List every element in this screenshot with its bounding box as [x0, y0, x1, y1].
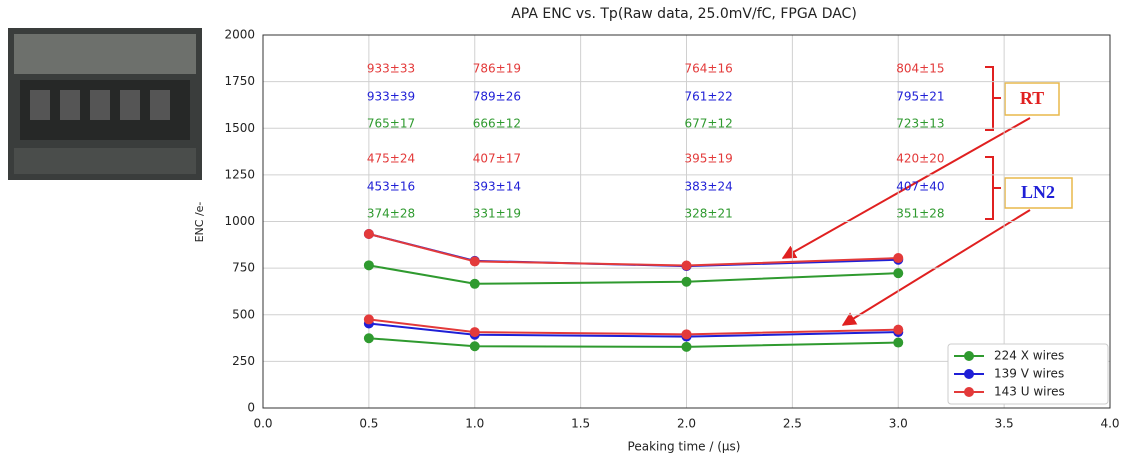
data-point: [681, 341, 692, 352]
data-label: 786±19: [473, 62, 521, 76]
legend-marker: [964, 351, 974, 361]
x-tick-label: 1.0: [465, 417, 484, 431]
data-label: 374±28: [367, 207, 415, 221]
x-tick-label: 4.0: [1100, 417, 1119, 431]
series-line: [368, 318, 899, 336]
data-label: 331±19: [473, 207, 521, 221]
y-tick-label: 1750: [224, 74, 255, 88]
x-tick-label: 0.5: [359, 417, 378, 431]
data-label: 328±21: [685, 207, 733, 221]
data-point: [469, 341, 480, 352]
y-tick-label: 0: [247, 401, 255, 415]
y-tick-label: 1250: [224, 167, 255, 181]
data-point: [893, 253, 904, 264]
annotations: RT LN2: [781, 66, 1073, 326]
data-label: 765±17: [367, 117, 415, 131]
x-tick-label: 2.5: [783, 417, 802, 431]
data-point: [893, 337, 904, 348]
data-label: 407±40: [896, 180, 944, 194]
y-tick-label: 250: [232, 354, 255, 368]
data-label: 761±22: [685, 90, 733, 104]
data-label: 383±24: [685, 180, 733, 194]
data-point: [681, 329, 692, 340]
data-label: 475±24: [367, 152, 415, 166]
y-tick-label: 1000: [224, 214, 255, 228]
data-label: 395±19: [685, 152, 733, 166]
x-tick-label: 3.0: [889, 417, 908, 431]
data-point: [681, 276, 692, 287]
data-label: 764±16: [685, 62, 733, 76]
data-label: 933±39: [367, 90, 415, 104]
data-point: [681, 260, 692, 271]
legend-marker: [964, 387, 974, 397]
chart-title: APA ENC vs. Tp(Raw data, 25.0mV/fC, FPGA…: [511, 6, 857, 22]
series-line: [368, 264, 899, 285]
y-tick-label: 750: [232, 261, 255, 275]
x-tick-label: 1.5: [571, 417, 590, 431]
x-tick-label: 3.5: [995, 417, 1014, 431]
legend: 224 X wires 139 V wires 143 U wires: [947, 343, 1109, 405]
legend-label: 224 X wires: [994, 349, 1064, 363]
data-label: 453±16: [367, 180, 415, 194]
x-tick-label: 0.0: [253, 417, 272, 431]
x-axis-label: Peaking time / (µs): [628, 440, 741, 454]
data-label: 723±13: [896, 117, 944, 131]
data-point: [363, 314, 374, 325]
data-label: 804±15: [896, 62, 944, 76]
data-point: [469, 278, 480, 289]
data-label: 677±12: [685, 117, 733, 131]
data-label: 666±12: [473, 117, 521, 131]
y-axis-label: ENC /e-: [193, 202, 206, 243]
data-label: 795±21: [896, 90, 944, 104]
legend-box: [947, 343, 1109, 405]
series-line: [368, 233, 899, 267]
data-point: [363, 333, 374, 344]
x-tick-label: 2.0: [677, 417, 696, 431]
data-point: [469, 327, 480, 338]
data-point: [893, 324, 904, 335]
data-label: 420±20: [896, 152, 944, 166]
data-point: [363, 228, 374, 239]
photo: [8, 28, 202, 180]
legend-label: 143 U wires: [994, 385, 1065, 399]
y-tick-label: 2000: [224, 28, 255, 42]
plot-frame: [262, 34, 1111, 409]
annotation: RT: [1020, 88, 1044, 108]
legend-marker: [964, 369, 974, 379]
data-label: 407±17: [473, 152, 521, 166]
y-tick-label: 1500: [224, 121, 255, 135]
data-label: 933±33: [367, 62, 415, 76]
data-label: 351±28: [896, 207, 944, 221]
series-line: [368, 322, 899, 338]
y-tick-label: 500: [232, 307, 255, 321]
data-point: [363, 260, 374, 271]
legend-label: 139 V wires: [994, 367, 1064, 381]
data-point: [469, 256, 480, 267]
annotation: LN2: [1021, 182, 1055, 202]
data-label: 393±14: [473, 180, 521, 194]
data-label: 789±26: [473, 90, 521, 104]
series-line: [368, 337, 899, 348]
data-point: [893, 268, 904, 279]
